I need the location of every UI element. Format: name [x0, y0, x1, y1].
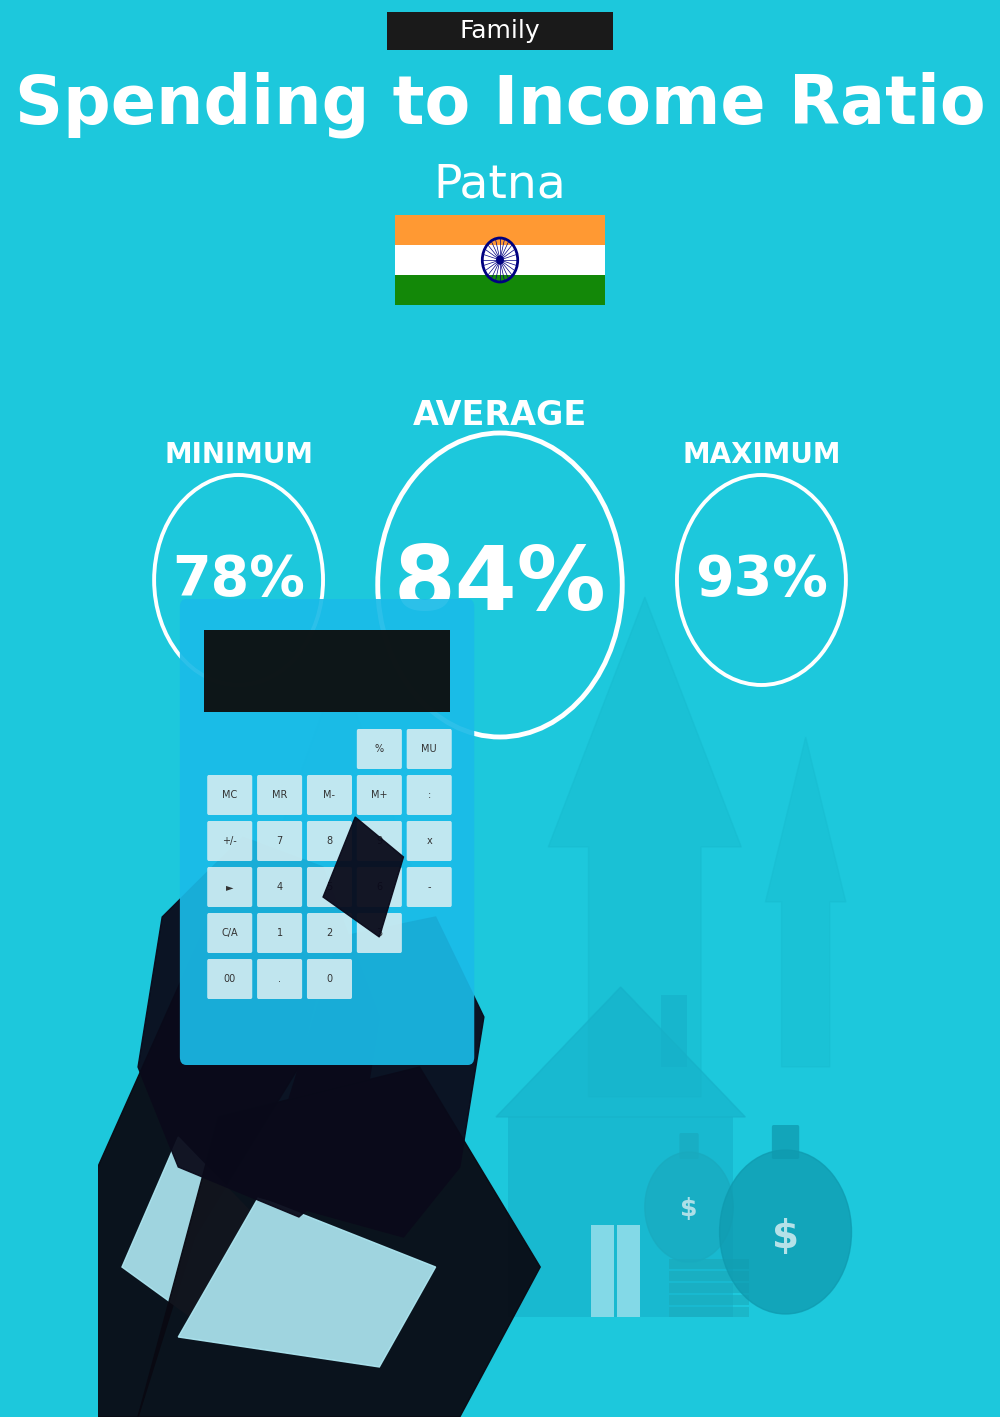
Text: 2: 2 — [326, 928, 333, 938]
FancyBboxPatch shape — [387, 11, 613, 50]
FancyBboxPatch shape — [407, 867, 452, 907]
Text: 78%: 78% — [172, 553, 305, 606]
Polygon shape — [259, 917, 484, 1237]
Text: $: $ — [772, 1219, 799, 1255]
Text: 84%: 84% — [394, 541, 606, 629]
FancyBboxPatch shape — [204, 631, 450, 711]
Text: 4: 4 — [277, 881, 283, 891]
Polygon shape — [267, 667, 412, 1067]
Text: MAXIMUM: MAXIMUM — [682, 441, 841, 469]
FancyBboxPatch shape — [257, 867, 302, 907]
FancyBboxPatch shape — [669, 1258, 749, 1270]
FancyBboxPatch shape — [257, 775, 302, 815]
FancyBboxPatch shape — [257, 959, 302, 999]
FancyBboxPatch shape — [357, 728, 402, 769]
FancyBboxPatch shape — [661, 995, 687, 1067]
Text: 0: 0 — [326, 973, 333, 983]
FancyBboxPatch shape — [395, 275, 605, 305]
FancyBboxPatch shape — [669, 1295, 749, 1305]
FancyBboxPatch shape — [307, 775, 352, 815]
FancyBboxPatch shape — [669, 1282, 749, 1292]
FancyBboxPatch shape — [357, 820, 402, 862]
FancyBboxPatch shape — [357, 775, 402, 815]
FancyBboxPatch shape — [207, 820, 252, 862]
Text: 8: 8 — [326, 836, 333, 846]
FancyBboxPatch shape — [207, 913, 252, 954]
FancyBboxPatch shape — [395, 215, 605, 245]
Text: 3: 3 — [376, 928, 382, 938]
FancyBboxPatch shape — [508, 1117, 733, 1316]
FancyBboxPatch shape — [307, 959, 352, 999]
Text: :: : — [428, 791, 431, 801]
Polygon shape — [122, 1136, 275, 1338]
Polygon shape — [138, 837, 379, 1217]
Text: 7: 7 — [276, 836, 283, 846]
Polygon shape — [323, 818, 403, 937]
FancyBboxPatch shape — [357, 867, 402, 907]
Text: 1: 1 — [277, 928, 283, 938]
Text: 6: 6 — [376, 881, 382, 891]
Text: Family: Family — [460, 18, 540, 43]
FancyBboxPatch shape — [257, 913, 302, 954]
FancyBboxPatch shape — [207, 775, 252, 815]
Text: M+: M+ — [371, 791, 388, 801]
FancyBboxPatch shape — [207, 959, 252, 999]
Circle shape — [645, 1152, 733, 1263]
Text: 00: 00 — [224, 973, 236, 983]
FancyBboxPatch shape — [180, 599, 474, 1066]
FancyBboxPatch shape — [669, 1306, 749, 1316]
FancyBboxPatch shape — [407, 728, 452, 769]
Text: 5: 5 — [326, 881, 333, 891]
Circle shape — [497, 256, 503, 264]
Polygon shape — [548, 597, 741, 1097]
FancyBboxPatch shape — [307, 913, 352, 954]
Text: M-: M- — [323, 791, 335, 801]
Polygon shape — [138, 1067, 540, 1417]
Text: -: - — [427, 881, 431, 891]
FancyBboxPatch shape — [395, 245, 605, 275]
Polygon shape — [496, 988, 745, 1117]
Text: ►: ► — [226, 881, 233, 891]
FancyBboxPatch shape — [257, 820, 302, 862]
Text: Patna: Patna — [434, 163, 566, 207]
Polygon shape — [178, 1197, 436, 1367]
Text: MC: MC — [222, 791, 237, 801]
FancyBboxPatch shape — [407, 820, 452, 862]
Polygon shape — [765, 737, 846, 1067]
Text: Spending to Income Ratio: Spending to Income Ratio — [15, 72, 985, 139]
FancyBboxPatch shape — [669, 1271, 749, 1281]
Text: MINIMUM: MINIMUM — [164, 441, 313, 469]
FancyBboxPatch shape — [679, 1134, 699, 1159]
FancyBboxPatch shape — [307, 820, 352, 862]
FancyBboxPatch shape — [617, 1226, 640, 1316]
Text: 93%: 93% — [695, 553, 828, 606]
FancyBboxPatch shape — [357, 913, 402, 954]
Text: 9: 9 — [376, 836, 382, 846]
Text: +/-: +/- — [222, 836, 237, 846]
Text: x: x — [426, 836, 432, 846]
FancyBboxPatch shape — [207, 867, 252, 907]
Polygon shape — [82, 897, 323, 1417]
Text: MU: MU — [421, 744, 437, 754]
FancyBboxPatch shape — [772, 1125, 799, 1159]
Text: %: % — [375, 744, 384, 754]
FancyBboxPatch shape — [591, 1226, 614, 1316]
Circle shape — [720, 1151, 852, 1314]
Text: C/A: C/A — [221, 928, 238, 938]
FancyBboxPatch shape — [407, 775, 452, 815]
Text: $: $ — [680, 1197, 698, 1221]
Text: .: . — [278, 973, 281, 983]
FancyBboxPatch shape — [307, 867, 352, 907]
Text: MR: MR — [272, 791, 287, 801]
Text: AVERAGE: AVERAGE — [413, 398, 587, 432]
